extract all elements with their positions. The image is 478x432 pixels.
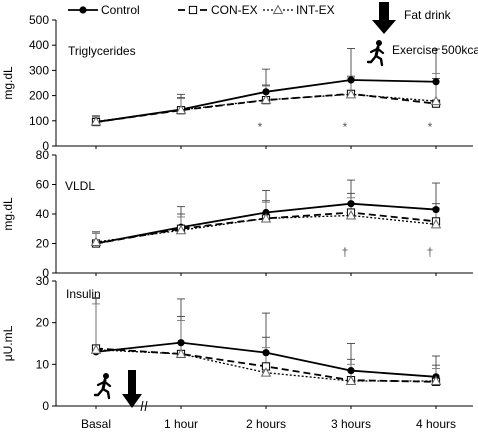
y-tick-label: 20 [36, 316, 50, 330]
runner-icon [366, 40, 385, 67]
legend-marker-intex [272, 4, 284, 15]
data-point-intex [90, 116, 102, 126]
y-tick-label: 80 [36, 148, 50, 162]
y-tick-label: 500 [29, 13, 49, 27]
data-point-intex [430, 95, 442, 106]
y-tick-label: 60 [36, 178, 50, 192]
x-tick-label: 3 hours [331, 417, 371, 431]
runner-head [103, 373, 109, 379]
y-tick-label: 30 [36, 274, 50, 288]
significance-marker: † [427, 245, 434, 259]
legend-label-conex: CON-EX [211, 3, 258, 17]
data-point-control [432, 205, 440, 214]
data-point-intex [430, 375, 442, 386]
runner-leg [101, 387, 111, 400]
axis-break [144, 400, 148, 412]
y-tick-label: 10 [36, 357, 50, 371]
panel-1: 0 20 40 60 80 mg.dL VLDL † † [1, 148, 473, 280]
y-tick-label: 200 [29, 89, 49, 103]
runner-arm [96, 380, 106, 387]
panel-title: Triglycerides [68, 44, 136, 58]
significance-marker: * [343, 120, 348, 134]
series-line-intex [95, 214, 437, 243]
runner-arm [369, 47, 379, 54]
data-point-control [262, 349, 270, 357]
data-point-intex [260, 367, 272, 377]
y-tick-label: 400 [29, 38, 49, 52]
y-tick-label: 300 [29, 63, 49, 77]
data-point-control [262, 208, 270, 217]
y-axis-label: mg.dL [1, 197, 15, 231]
y-axis-label: mg.dL [1, 66, 15, 100]
fat-drink-label: Fat drink [404, 8, 452, 22]
runner-head [376, 40, 382, 46]
data-point-control [347, 366, 355, 375]
x-tick-label: Basal [81, 417, 111, 431]
y-tick-label: 0 [42, 266, 49, 280]
data-point-intex [260, 94, 272, 104]
runner-leg [374, 54, 384, 67]
data-point-intex [345, 210, 357, 220]
x-tick-label: 2 hours [246, 417, 286, 431]
x-tick-label: 4 hours [416, 417, 456, 431]
significance-marker: † [342, 245, 349, 259]
legend-label-intex: INT-EX [296, 3, 335, 17]
significance-marker: * [428, 120, 433, 134]
data-point-intex [90, 344, 102, 354]
data-point-intex [175, 104, 187, 114]
panel-0: 0 100 200 300 400 500 mg.dL Triglycerides * * * [1, 13, 473, 153]
y-tick-label: 20 [36, 237, 50, 251]
x-tick-label: 1 hour [164, 417, 198, 431]
series-line-intex [95, 93, 437, 123]
down-arrow-icon [122, 370, 142, 408]
runner-arm [376, 47, 385, 55]
y-tick-label: 40 [36, 207, 50, 221]
legend-marker-control [79, 6, 87, 14]
data-point-intex [345, 375, 357, 386]
runner-icon [93, 373, 112, 400]
exercise-label: Exercise 500kcal [392, 43, 478, 57]
legend: Control CON-EX INT-EX [68, 3, 335, 17]
down-arrow-icon [372, 2, 396, 34]
runner-leg [366, 54, 378, 64]
panel-title: VLDL [65, 179, 95, 193]
legend-label-control: Control [101, 3, 140, 17]
data-point-intex [175, 348, 187, 358]
runner-arm [103, 380, 112, 388]
data-point-intex [90, 236, 102, 247]
legend-marker-conex [188, 5, 198, 15]
data-point-intex [430, 218, 442, 229]
y-tick-label: 100 [29, 114, 49, 128]
data-point-control [262, 88, 270, 96]
y-axis-label: μU.mL [1, 325, 15, 361]
data-point-control [347, 200, 355, 208]
data-point-intex [175, 224, 187, 235]
axis-break [140, 400, 144, 412]
significance-marker: * [258, 120, 263, 134]
annotations: Fat drink Exercise 500kcal [93, 2, 478, 408]
data-point-intex [260, 212, 272, 223]
data-point-control [177, 339, 185, 347]
y-tick-label: 0 [42, 399, 49, 413]
y-tick-label: 0 [42, 139, 49, 153]
data-point-control [432, 78, 440, 86]
data-point-control [347, 76, 355, 84]
data-point-intex [345, 88, 357, 99]
runner-leg [93, 387, 105, 397]
